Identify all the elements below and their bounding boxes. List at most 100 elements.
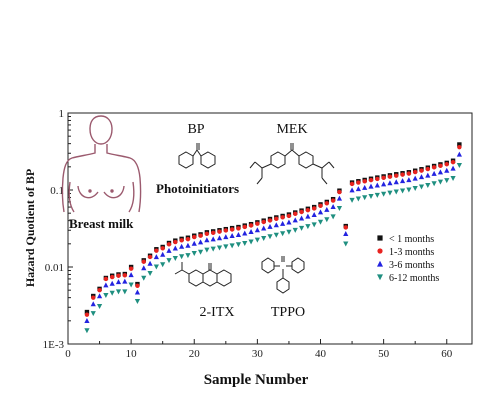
data-point — [336, 195, 343, 201]
data-point — [311, 212, 317, 218]
data-point — [387, 190, 393, 196]
data-point — [223, 234, 229, 240]
data-point — [444, 167, 450, 173]
data-point — [393, 179, 399, 185]
data-point — [324, 201, 330, 206]
data-point — [450, 159, 456, 165]
data-point — [298, 215, 305, 221]
data-point — [425, 182, 431, 188]
data-point — [456, 162, 462, 168]
x-axis-title: Sample Number — [204, 372, 309, 388]
x-tick-label: 20 — [189, 348, 201, 360]
series-2 — [84, 144, 462, 317]
data-point — [299, 209, 304, 215]
data-point — [179, 238, 184, 243]
benzophenone-structure-icon — [178, 143, 216, 169]
data-point — [418, 174, 425, 180]
data-point — [198, 233, 203, 238]
series-4 — [84, 162, 462, 334]
photoinitiators-label: Photoinitiators — [156, 181, 239, 196]
x-tick-label: 60 — [441, 348, 453, 360]
legend-marker — [377, 260, 383, 267]
itx-label: 2-ITX — [200, 305, 235, 320]
data-point — [305, 207, 311, 213]
data-point — [387, 180, 393, 186]
data-point — [147, 271, 153, 277]
data-point — [362, 195, 368, 201]
legend-label: < 1 months — [389, 234, 434, 245]
data-point — [109, 280, 115, 286]
data-point — [267, 223, 273, 229]
data-point — [248, 239, 254, 245]
data-point — [103, 293, 109, 299]
data-point — [412, 186, 418, 192]
data-point — [217, 229, 222, 234]
data-point — [204, 231, 210, 236]
data-point — [274, 216, 279, 222]
mek-label: MEK — [276, 122, 307, 137]
data-point — [406, 187, 412, 193]
data-point — [204, 247, 210, 253]
data-point — [84, 328, 90, 334]
data-point — [362, 184, 368, 190]
data-point — [399, 178, 406, 184]
y-tick-label: 0.01 — [45, 262, 64, 274]
data-point — [236, 226, 241, 231]
data-point — [298, 225, 305, 231]
data-point — [235, 242, 242, 248]
data-point — [375, 176, 380, 182]
data-point — [418, 184, 425, 190]
data-point — [160, 251, 166, 257]
data-point — [134, 298, 141, 304]
data-point — [204, 237, 210, 243]
data-point — [242, 230, 248, 236]
data-point — [330, 204, 336, 210]
data-point — [96, 303, 103, 309]
data-point — [330, 214, 336, 220]
series-layer — [84, 142, 462, 334]
data-point — [223, 228, 229, 233]
data-point — [431, 170, 437, 176]
data-point — [242, 224, 247, 230]
data-point — [273, 222, 279, 228]
data-point — [248, 229, 254, 235]
data-point — [336, 205, 343, 211]
data-point — [267, 218, 273, 223]
data-point — [444, 162, 449, 167]
data-point — [286, 213, 292, 219]
data-point — [374, 192, 380, 198]
series-3 — [84, 151, 462, 324]
data-point — [267, 234, 273, 240]
y-tick-label: 1 — [59, 108, 65, 120]
data-point — [273, 232, 279, 238]
data-point — [280, 215, 285, 220]
legend: < 1 months 1-3 months 3-6 months 6-12 month… — [377, 234, 439, 284]
data-point — [122, 278, 128, 284]
data-point — [192, 234, 197, 240]
data-point — [154, 248, 159, 253]
data-point — [96, 293, 103, 299]
data-point — [210, 236, 216, 242]
data-point — [115, 279, 122, 285]
data-point — [197, 249, 204, 255]
data-point — [337, 189, 342, 195]
data-point — [103, 282, 109, 288]
data-point — [330, 198, 336, 203]
y-tick-label: 1E-3 — [43, 339, 65, 351]
plot-frame — [67, 112, 473, 345]
data-point — [431, 165, 437, 170]
data-point — [122, 289, 128, 295]
tppo-label: TPPO — [271, 305, 305, 320]
data-point — [406, 171, 412, 176]
data-point — [153, 264, 159, 270]
data-point — [381, 175, 386, 181]
data-point — [381, 191, 387, 197]
data-point — [374, 182, 380, 188]
data-point — [109, 290, 115, 296]
y-axis-title: Hazard Quotient of BP — [23, 169, 37, 287]
data-point — [210, 230, 216, 236]
data-point — [456, 151, 462, 157]
data-point — [160, 246, 165, 251]
data-point — [135, 283, 140, 288]
